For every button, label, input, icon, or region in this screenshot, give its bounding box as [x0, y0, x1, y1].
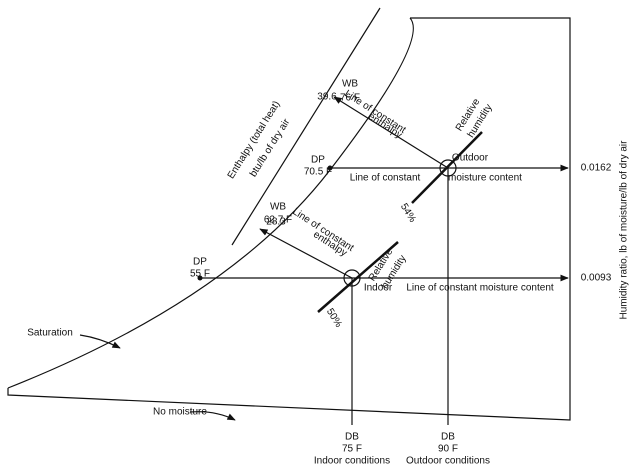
label: Saturation [27, 328, 73, 339]
label: 90 F [438, 444, 458, 455]
label: WB [342, 79, 358, 90]
label: 28.3 [266, 217, 286, 228]
label: 39.6 [317, 92, 337, 103]
label: Indoor [364, 283, 393, 294]
label: DP [311, 155, 325, 166]
label: DB [441, 432, 455, 443]
label: 0.0093 [581, 273, 612, 284]
label: WB [270, 202, 286, 213]
label: 76 F [340, 93, 360, 104]
label: Outdoor [452, 153, 489, 164]
diagram-lines [7, 7, 571, 425]
label: Outdoor conditions [406, 456, 490, 467]
label: 50% [324, 307, 344, 330]
label: 0.0162 [581, 163, 612, 174]
label: 70.5 F [304, 167, 332, 178]
label: Line of constant [350, 173, 421, 184]
label: Indoor conditions [314, 456, 390, 467]
label: Humidity ratio, lb of moisture/lb of dry… [619, 140, 630, 320]
label: 54% [398, 202, 418, 225]
label: DB [345, 432, 359, 443]
label: No moisture [153, 407, 207, 418]
label: 55 F [190, 269, 210, 280]
label: 62.7 F [264, 215, 292, 226]
label: Line of constant moisture content [406, 283, 554, 294]
label: moisture content [448, 173, 522, 184]
label: 75 F [342, 444, 362, 455]
label: DP [193, 257, 207, 268]
